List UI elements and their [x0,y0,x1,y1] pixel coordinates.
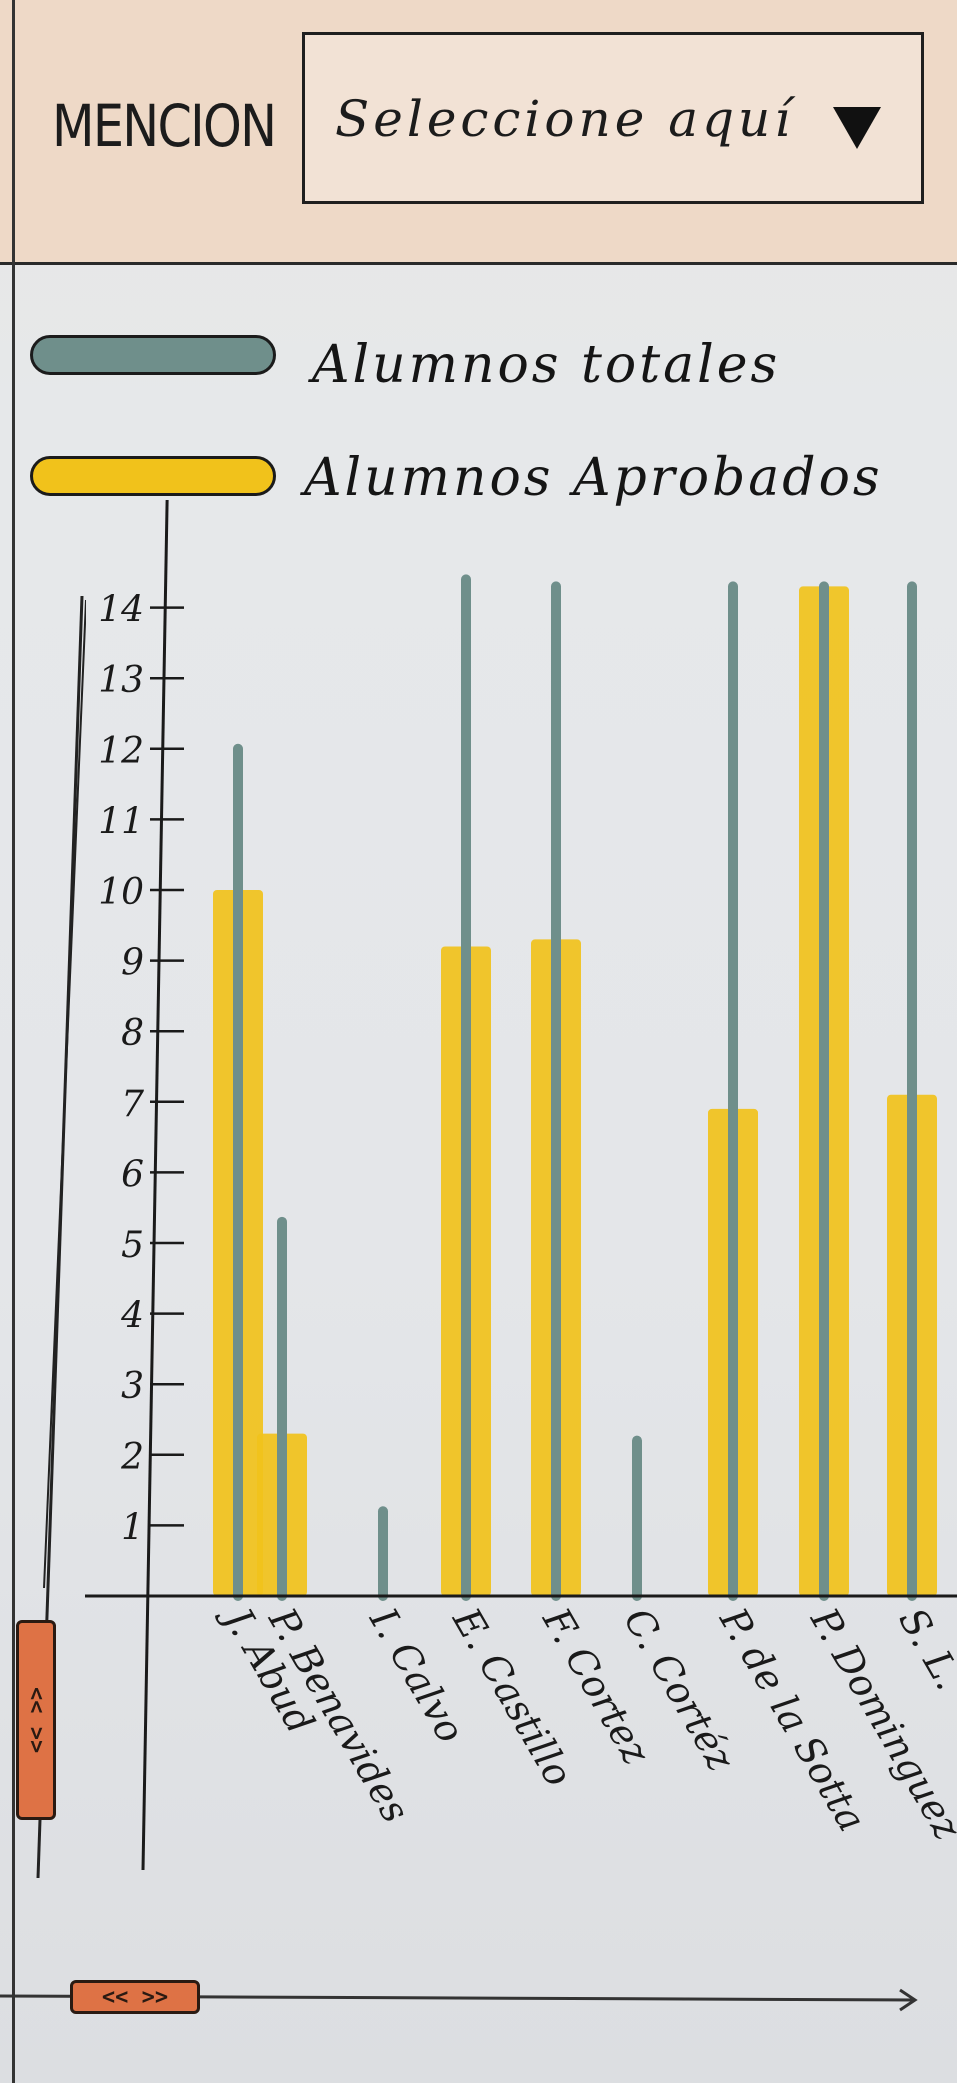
vertical-scroll-thumb-label: << >> [23,1686,49,1754]
legend-label-aprobados: Alumnos Aprobados [304,448,883,508]
legend-swatch-totales [30,335,276,375]
y-tick-label: 9 [121,943,144,984]
select-placeholder: Seleccione aquí [335,90,795,148]
legend-label-totales: Alumnos totales [312,335,781,395]
legend-swatch-aprobados [30,456,276,496]
y-axis-line [141,500,169,1871]
horizontal-scroll-thumb-label: << >> [101,1984,169,2010]
y-tick-label: 8 [121,1013,144,1054]
mencion-select[interactable]: Seleccione aquí [302,32,924,204]
x-tick-label: S. L. [890,1601,957,1698]
horizontal-scrollbar[interactable]: << >> [0,1978,930,2018]
vertical-scrollbar[interactable]: << >> [16,588,87,1879]
y-tick-label: 4 [120,1296,144,1337]
y-tick-label: 6 [121,1154,144,1195]
y-tick-label: 5 [121,1225,144,1266]
mencion-label: MENCION [52,92,277,160]
left-margin-line [12,0,15,2083]
filter-header [0,0,957,265]
y-tick-label: 7 [121,1084,144,1125]
y-tick-label: 11 [98,801,144,842]
y-tick-label: 1 [121,1507,144,1548]
y-tick-label: 13 [98,660,144,701]
y-tick-label: 3 [121,1366,144,1407]
y-tick-label: 2 [120,1437,144,1478]
dropdown-arrow-icon[interactable] [833,107,881,149]
horizontal-scroll-thumb[interactable]: << >> [70,1980,200,2014]
y-tick-label: 14 [98,590,144,631]
y-tick-label: 12 [98,731,144,772]
y-tick-label: 10 [98,872,144,913]
vertical-scroll-thumb[interactable]: << >> [16,1620,56,1820]
